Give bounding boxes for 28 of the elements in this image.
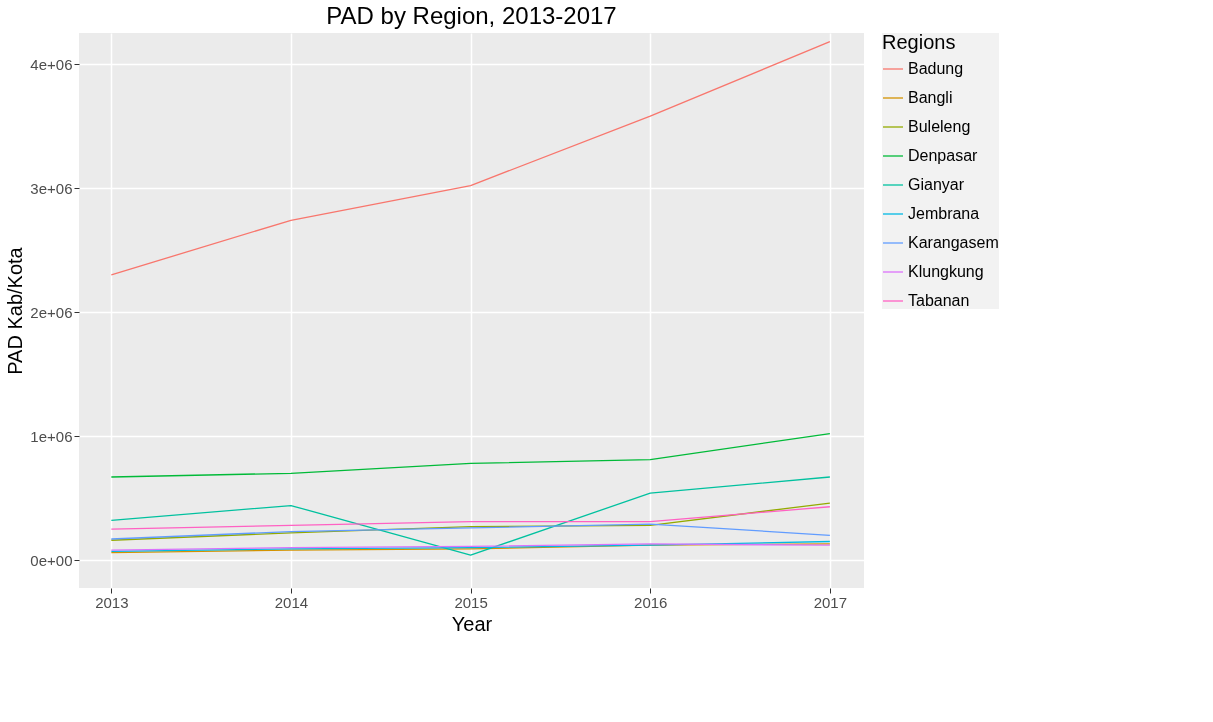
legend-title: Regions	[882, 31, 956, 53]
x-axis-title: Year	[451, 612, 493, 635]
line-series	[110, 432, 831, 478]
legend-label: Gianyar	[908, 176, 965, 193]
legend-label: Denpasar	[908, 147, 979, 164]
y-tick-label: 0e+00	[30, 551, 73, 569]
legend-label: Jembrana	[908, 205, 980, 222]
legend-label: Buleleng	[908, 118, 971, 135]
x-tick-label: 2014	[274, 593, 309, 611]
legend-label: Badung	[908, 60, 964, 77]
chart-title: PAD by Region, 2013-2017	[326, 2, 617, 29]
line-series	[110, 523, 831, 540]
legend-label: Karangasem	[908, 234, 999, 251]
y-tick-label: 2e+06	[30, 303, 73, 321]
x-tick-label: 2013	[95, 593, 129, 611]
legend-label: Tabanan	[908, 292, 970, 309]
y-tick-label: 1e+06	[30, 427, 73, 445]
legend-label: Klungkung	[908, 263, 984, 280]
line-series	[110, 476, 831, 556]
x-tick-label: 2015	[454, 593, 488, 611]
y-tick-label: 4e+06	[30, 55, 73, 73]
line-series	[110, 41, 831, 276]
y-tick-label: 3e+06	[30, 179, 73, 197]
legend-label: Bangli	[908, 89, 953, 106]
x-tick-label: 2016	[634, 593, 668, 611]
y-axis-title: PAD Kab/Kota	[4, 246, 27, 375]
x-tick-label: 2017	[813, 593, 848, 611]
line-series	[110, 506, 831, 530]
